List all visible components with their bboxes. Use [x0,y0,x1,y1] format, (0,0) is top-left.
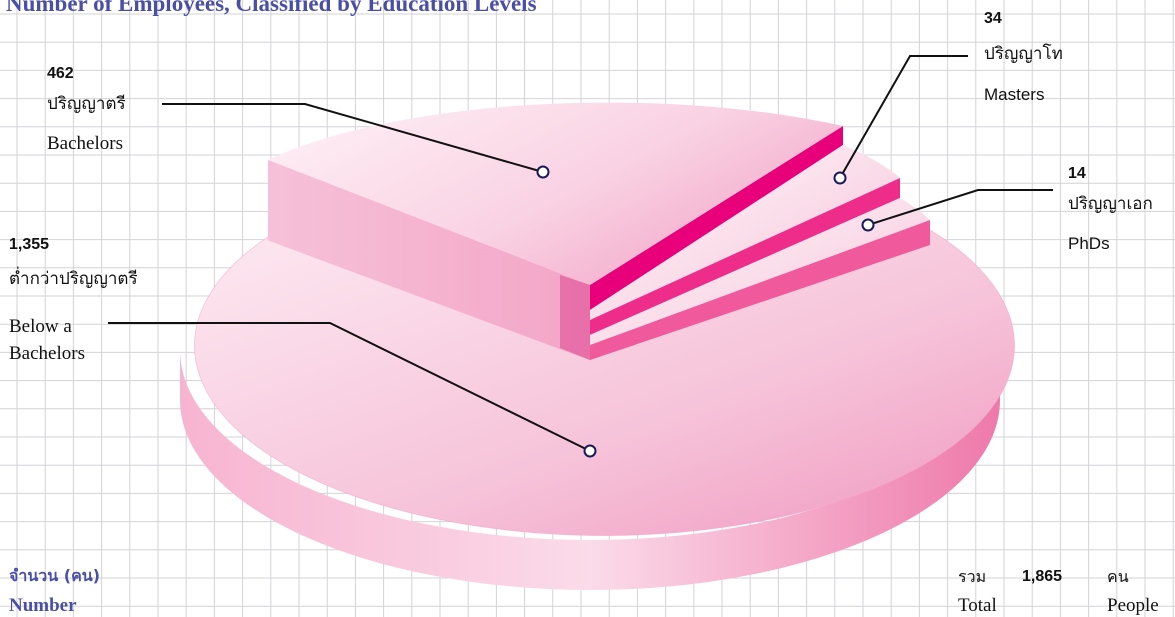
leader-dots [536,165,875,458]
bachelors-label-th: ปริญญาตรี [47,94,126,114]
unit-label-en: Number [9,595,77,616]
dot-masters [833,171,847,185]
total-label-en: Total [958,595,997,616]
phds-value: 14 [1068,165,1086,182]
phds-label-th: ปริญญาเอก [1068,194,1153,214]
below-value: 1,355 [9,236,50,253]
bachelors-label-en: Bachelors [47,133,123,154]
total-value: 1,865 [1022,568,1063,585]
total-label-th: รวม [958,567,987,586]
chart-title: Number of Employees, Classified by Educa… [6,0,537,16]
masters-label-th: ปริญญาโท [984,44,1063,64]
slice-masters [590,145,900,335]
dot-below [583,444,597,458]
slice-below-bachelors [180,229,1015,590]
leader-phds [867,189,1053,226]
below-label-th: ต่ำกว่าปริญญาตรี [9,269,138,289]
leader-masters [839,55,968,179]
total-unit-th: คน [1107,567,1129,586]
dot-phds [861,218,875,232]
unit-label-th: จำนวน (คน) [9,566,101,585]
leader-below [108,322,591,452]
total-unit-en: People [1107,595,1159,616]
leader-lines [108,55,1053,452]
dot-bachelors [536,165,550,179]
slice-bachelors [268,102,843,360]
below-label-en: Below a Bachelors [9,316,85,364]
leader-bachelors [162,103,544,173]
masters-label-en: Masters [984,85,1045,104]
masters-value: 34 [984,10,1002,27]
slice-phds [590,198,930,360]
bachelors-value: 462 [47,65,74,82]
phds-label-en: PhDs [1068,234,1110,253]
